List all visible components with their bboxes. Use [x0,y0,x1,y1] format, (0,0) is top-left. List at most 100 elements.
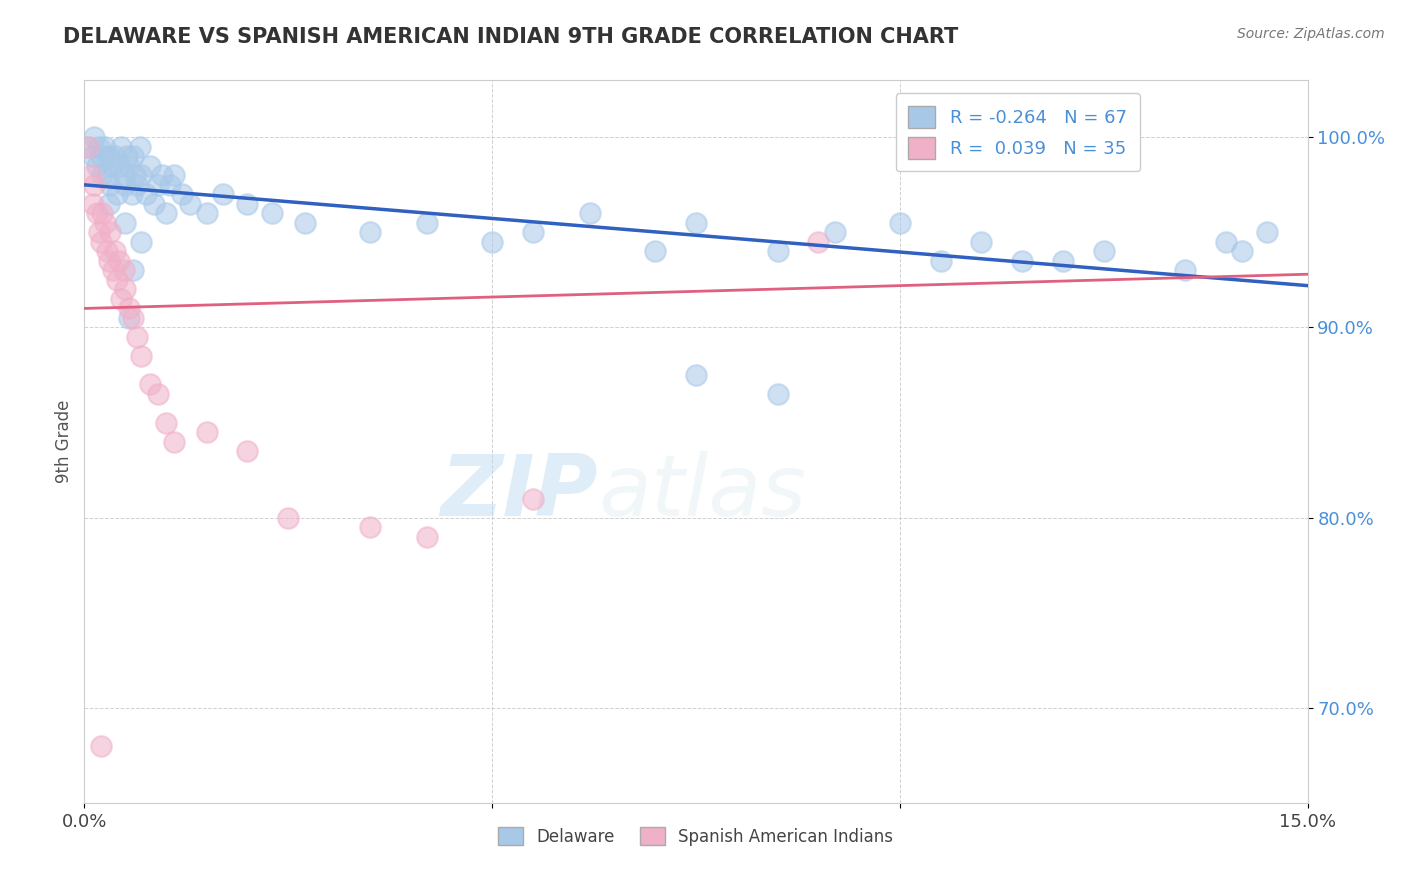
Point [172,187,194,202]
Point [127,330,149,344]
Point [236,444,259,458]
Point [100,178,122,192]
Point [142,197,165,211]
Point [101,159,124,173]
Point [82,149,104,163]
Point [685,368,707,382]
Point [90,739,112,753]
Point [96,169,118,183]
Point [122,149,145,163]
Point [114,178,136,192]
Point [146,178,169,192]
Point [91,169,114,183]
Point [138,159,160,173]
Point [416,216,439,230]
Legend: Delaware, Spanish American Indians: Delaware, Spanish American Indians [492,821,900,852]
Point [97,149,120,163]
Point [90,235,112,249]
Point [100,226,122,240]
Point [685,216,707,230]
Point [359,520,381,534]
Point [179,197,201,211]
Point [236,197,259,211]
Text: DELAWARE VS SPANISH AMERICAN INDIAN 9TH GRADE CORRELATION CHART: DELAWARE VS SPANISH AMERICAN INDIAN 9TH … [63,27,959,46]
Point [155,206,177,220]
Point [159,178,181,192]
Point [1092,244,1115,259]
Point [86,206,108,220]
Point [112,263,135,277]
Point [83,178,105,192]
Point [359,226,381,240]
Point [260,206,283,220]
Point [929,254,952,268]
Point [93,216,115,230]
Text: ZIP: ZIP [440,450,598,533]
Point [110,292,132,306]
Point [97,254,120,268]
Point [1215,235,1237,249]
Point [104,244,127,259]
Point [889,216,911,230]
Point [766,244,789,259]
Point [522,491,544,506]
Point [138,377,160,392]
Text: Source: ZipAtlas.com: Source: ZipAtlas.com [1237,27,1385,41]
Point [1232,244,1254,259]
Point [118,310,141,325]
Point [195,425,218,439]
Point [294,216,316,230]
Point [807,235,830,249]
Point [146,387,169,401]
Point [155,416,177,430]
Point [150,169,173,183]
Point [87,226,110,240]
Point [77,140,100,154]
Point [86,159,108,173]
Point [107,254,129,268]
Point [416,530,439,544]
Point [112,169,135,183]
Point [131,349,153,363]
Point [121,187,143,202]
Point [122,310,145,325]
Point [824,226,846,240]
Point [163,169,186,183]
Point [163,434,186,449]
Point [82,197,104,211]
Point [131,169,153,183]
Point [114,282,136,296]
Point [105,273,128,287]
Point [127,178,149,192]
Point [131,235,153,249]
Point [93,140,115,154]
Point [644,244,666,259]
Point [90,149,112,163]
Point [115,149,138,163]
Point [91,206,114,220]
Y-axis label: 9th Grade: 9th Grade [55,400,73,483]
Point [118,159,141,173]
Point [135,187,157,202]
Point [80,169,103,183]
Point [104,149,127,163]
Text: atlas: atlas [598,450,806,533]
Point [1174,263,1197,277]
Point [122,263,145,277]
Point [128,140,150,154]
Point [114,216,136,230]
Point [118,301,141,316]
Point [97,197,120,211]
Point [107,159,129,173]
Point [970,235,993,249]
Point [77,140,100,154]
Point [522,226,544,240]
Point [83,130,105,145]
Point [87,140,110,154]
Point [195,206,218,220]
Point [212,187,235,202]
Point [124,169,146,183]
Point [110,140,132,154]
Point [1052,254,1074,268]
Point [96,244,118,259]
